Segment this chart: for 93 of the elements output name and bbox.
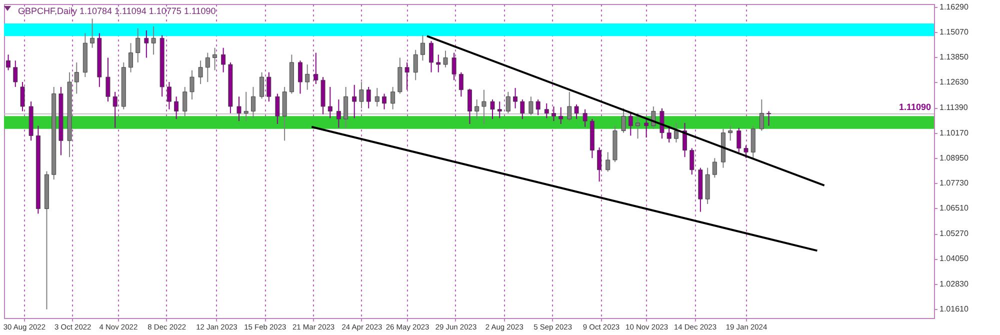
candlestick: [544, 102, 549, 119]
candlestick: [236, 96, 242, 122]
candlestick: [636, 112, 640, 140]
candlestick: [6, 54, 11, 71]
y-tick-label: 1.12630: [940, 78, 969, 87]
y-tick-label: 1.11390: [940, 103, 968, 112]
candlestick: [497, 101, 502, 119]
candlestick: [750, 125, 756, 159]
candlestick: [666, 125, 672, 143]
candlestick: [298, 60, 302, 94]
candlestick: [621, 108, 626, 134]
candlestick: [352, 84, 357, 119]
y-tick-label: 1.07730: [940, 178, 969, 188]
candlestick: [374, 87, 380, 107]
candlestick: [582, 108, 588, 128]
y-tick-label: 1.16290: [940, 2, 969, 12]
candlestick: [144, 30, 149, 58]
candlestick: [174, 96, 179, 120]
candlestick: [482, 89, 486, 124]
candlestick: [404, 62, 410, 90]
candlestick: [250, 86, 256, 119]
candlestick: [506, 91, 510, 114]
candlestick: [212, 47, 218, 71]
candlestick: [458, 72, 464, 98]
ref-line-label: 1.11090: [898, 102, 931, 112]
candlestick: [452, 52, 456, 81]
candlestick: [674, 122, 678, 143]
y-tick-label: 1.05270: [940, 229, 969, 238]
candlestick: [266, 72, 272, 102]
y-tick-label: 1.06510: [940, 204, 969, 213]
candlestick: [628, 112, 633, 136]
candlestick: [314, 52, 318, 85]
candlestick: [429, 40, 434, 73]
candlestick: [182, 86, 188, 117]
candlestick: [536, 98, 540, 116]
candlestick: [275, 93, 280, 124]
candlestick: [474, 98, 480, 120]
candlestick: [436, 54, 441, 73]
candlestick: [305, 64, 310, 90]
candlestick: [390, 86, 396, 110]
candlestick: [574, 104, 579, 120]
candlestick: [20, 81, 25, 112]
y-tick-label: 1.13850: [940, 52, 969, 62]
candlestick: [766, 110, 772, 126]
y-tick-label: 1.10170: [940, 128, 969, 138]
candlestick: [443, 50, 448, 68]
y-tick-label: 1.02830: [940, 279, 969, 288]
candlestick: [359, 81, 364, 109]
candlestick: [520, 98, 525, 120]
y-tick-label: 1.15070: [940, 27, 969, 36]
candlestick: [260, 72, 264, 100]
candlestick: [558, 106, 564, 124]
candlestick: [744, 144, 748, 159]
candlestick: [690, 148, 694, 176]
candlestick: [112, 91, 118, 128]
candlestick: [74, 62, 79, 94]
candlestick: [597, 146, 602, 182]
y-tick-label: 1.01610: [940, 304, 969, 314]
candlestick: [382, 93, 387, 110]
y-tick-label: 1.04050: [940, 254, 969, 264]
candlestick: [336, 98, 341, 128]
y-tick-label: 1.08950: [940, 153, 969, 162]
candlestick: [198, 60, 203, 85]
candlestick: [106, 57, 110, 102]
candlestick: [151, 26, 156, 56]
candlestick: [328, 86, 332, 119]
candlestick: [567, 91, 572, 122]
candlestick: [660, 108, 664, 140]
candlestick: [420, 34, 425, 62]
candlestick: [528, 96, 534, 116]
candlestick: [736, 127, 742, 153]
candlestick: [467, 88, 472, 124]
candlestick: [490, 98, 495, 120]
candlestick: [712, 158, 717, 178]
candlestick: [190, 70, 194, 100]
chart-title: GBPCHF,Daily 1.10784 1.11094 1.10775 1.11090: [18, 6, 216, 16]
candlestick: [136, 28, 140, 63]
candlestick: [205, 52, 210, 82]
candlestick: [551, 106, 556, 122]
candlestick: [13, 60, 18, 88]
candlestick: [166, 81, 172, 110]
candlestick: [759, 98, 764, 132]
candlestick: [90, 18, 95, 48]
candlestick: [513, 87, 518, 109]
candlestick: [221, 47, 226, 73]
candlestick: [413, 49, 418, 81]
candlestick: [606, 152, 610, 172]
candlestick: [128, 42, 134, 73]
candlestick: [366, 86, 371, 109]
candlestick: [344, 86, 348, 128]
candlestick: [244, 91, 248, 122]
candlestick: [728, 125, 733, 142]
candlestick: [644, 118, 649, 138]
